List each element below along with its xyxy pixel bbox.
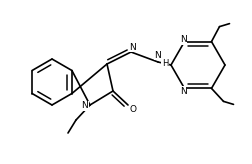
Text: N: N [81,102,88,111]
Text: N: N [179,87,186,96]
Text: O: O [129,105,136,114]
Text: N: N [179,35,186,44]
Text: H: H [161,60,168,69]
Text: N: N [129,42,136,51]
Text: N: N [154,51,161,60]
